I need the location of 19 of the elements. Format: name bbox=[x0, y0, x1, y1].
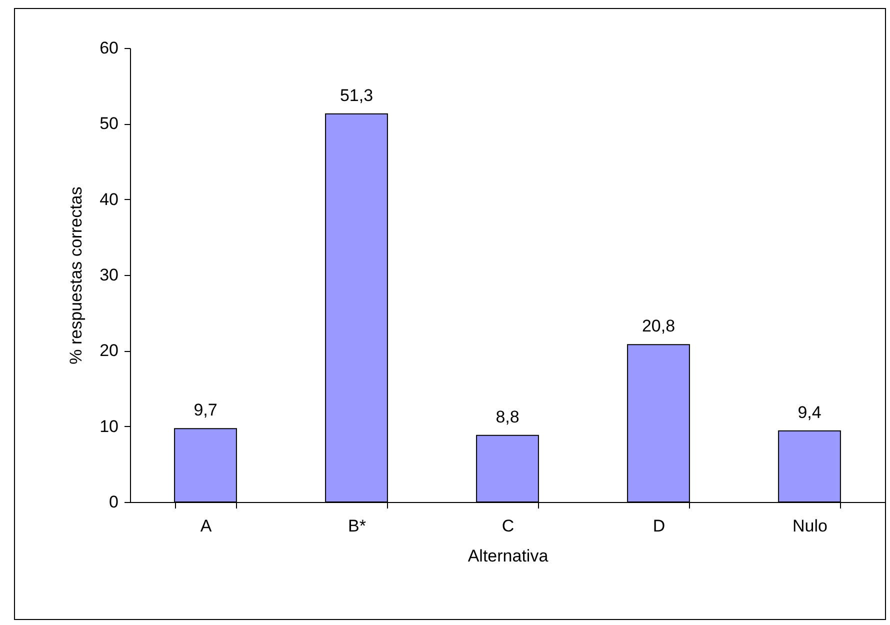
x-tick-label: Nulo bbox=[792, 516, 828, 536]
x-axis-title: Alternativa bbox=[468, 546, 549, 566]
x-tick-label: A bbox=[200, 516, 212, 536]
data-label: 51,3 bbox=[340, 86, 374, 105]
y-tick-label: 60 bbox=[100, 38, 118, 58]
data-label: 8,8 bbox=[496, 407, 520, 426]
x-tick-label: B* bbox=[348, 516, 366, 536]
y-axis-title: % respuestas correctas bbox=[66, 186, 86, 364]
data-label: 9,7 bbox=[194, 400, 218, 420]
x-tick-label: D bbox=[652, 516, 666, 536]
y-tick-label: 30 bbox=[100, 266, 118, 284]
y-tick-label: 20 bbox=[100, 341, 118, 360]
y-tick-label: 0 bbox=[109, 492, 118, 512]
data-label: 9,4 bbox=[798, 402, 822, 422]
y-tick-label: 50 bbox=[100, 114, 118, 134]
y-tick-label: 40 bbox=[100, 190, 118, 209]
y-tick-label: 10 bbox=[100, 416, 118, 436]
x-tick-label: C bbox=[502, 516, 514, 536]
data-label: 20,8 bbox=[642, 316, 676, 336]
